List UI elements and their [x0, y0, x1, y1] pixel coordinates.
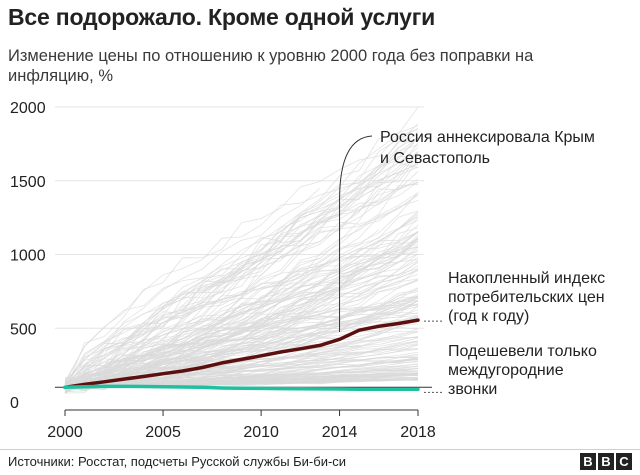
- long-distance-calls-line: [63, 384, 420, 392]
- chart-title: Все подорожало. Кроме одной услуги: [8, 4, 436, 30]
- price-line: [64, 336, 419, 387]
- x-tick-label: 2018: [400, 424, 436, 441]
- price-line: [64, 305, 419, 391]
- line-chart: 0 500 1000 1500 2000 2000 2005 2010 2014 2018 Нак…: [10, 100, 605, 441]
- crimea-annotation-label: Россия аннексировала Крым и Севастополь: [380, 129, 595, 167]
- cpi-series-line: [63, 318, 420, 390]
- price-line: [64, 151, 419, 392]
- price-line: [64, 212, 419, 393]
- price-line: [104, 244, 419, 343]
- price-line: [64, 269, 419, 389]
- y-tick-label: 1000: [10, 248, 46, 265]
- price-line: [64, 144, 419, 384]
- cpi-series-label-line: Накопленный индекс: [448, 270, 605, 287]
- price-line: [64, 220, 419, 388]
- calls-series-label: Подешевели только междугородние звонки: [448, 343, 597, 398]
- crimea-annotation-line: Россия аннексировала Крым: [380, 129, 595, 146]
- chart-subtitle: Изменение цены по отношению к уровню 200…: [8, 47, 534, 85]
- price-line: [64, 316, 419, 386]
- price-line: [64, 277, 223, 387]
- price-line: [64, 137, 419, 394]
- price-line: [202, 375, 262, 381]
- price-line: [64, 187, 321, 387]
- cpi-series-label: Накопленный индекс потребительских цен (го…: [448, 270, 605, 325]
- crimea-annotation-line: и Севастополь: [380, 150, 490, 167]
- bbc-logo-letter: B: [598, 453, 614, 470]
- price-line: [64, 129, 419, 392]
- calls-series-label-line: Подешевели только: [448, 343, 597, 360]
- price-line: [64, 131, 419, 388]
- y-tick-label: 1500: [10, 174, 46, 191]
- price-line: [64, 231, 419, 387]
- price-line: [64, 259, 419, 386]
- price-line: [64, 337, 419, 387]
- x-tick-label: 2014: [322, 424, 358, 441]
- y-tick-label: 0: [10, 395, 19, 412]
- price-line: [64, 182, 419, 381]
- price-line: [64, 253, 419, 389]
- x-tick-label: 2000: [47, 424, 83, 441]
- cpi-series-label-line: потребительских цен: [448, 289, 605, 306]
- price-line: [64, 137, 419, 385]
- crimea-annotation-pointer: [339, 135, 373, 332]
- background-price-lines: [64, 106, 419, 394]
- x-tick-label: 2005: [145, 424, 181, 441]
- y-tick-label: 2000: [10, 100, 46, 117]
- price-line: [64, 330, 419, 390]
- price-line: [64, 142, 419, 387]
- annotations: Накопленный индекс потребительских цен (го…: [339, 129, 605, 398]
- price-line: [84, 179, 419, 375]
- cpi-series-label-line: (год к году): [448, 308, 529, 325]
- bbc-logo-letter: C: [616, 453, 632, 470]
- price-line: [64, 136, 419, 394]
- price-line: [64, 162, 419, 383]
- price-line: [64, 181, 419, 382]
- price-line: [64, 326, 419, 388]
- highlighted-series: [63, 318, 420, 392]
- price-line: [64, 125, 419, 383]
- bbc-logo: B B C: [580, 453, 632, 470]
- price-line: [64, 261, 419, 391]
- footer-divider: [0, 449, 640, 450]
- price-line: [64, 200, 419, 390]
- source-note: Источники: Росстат, подсчеты Русской слу…: [8, 454, 347, 469]
- bbc-logo-letter: B: [580, 453, 596, 470]
- axes: 0 500 1000 1500 2000 2000 2005 2010 2014 2018: [10, 100, 436, 441]
- price-line: [64, 146, 419, 394]
- calls-series-label-line: звонки: [448, 381, 497, 398]
- calls-series-label-line: междугородние: [448, 362, 564, 379]
- x-tick-label: 2010: [243, 424, 279, 441]
- y-tick-label: 500: [10, 321, 37, 338]
- price-line: [64, 261, 419, 390]
- price-line: [64, 265, 419, 392]
